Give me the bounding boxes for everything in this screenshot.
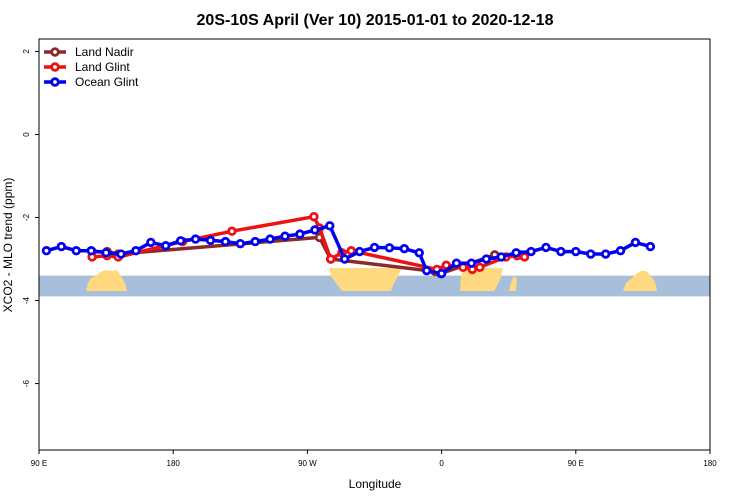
x-tick-label: 90 W — [298, 459, 317, 468]
chart-title: 20S-10S April (Ver 10) 2015-01-01 to 202… — [197, 12, 554, 29]
ocean-glint-point — [421, 265, 432, 276]
legend-item-ocean-glint: Ocean Glint — [44, 75, 139, 89]
ocean-glint-point — [41, 246, 52, 256]
ocean-glint-point — [280, 231, 290, 241]
x-axis-label: Longitude — [349, 477, 402, 491]
land-mass-5 — [623, 271, 657, 291]
land-mass-4 — [509, 276, 517, 291]
legend-label: Land Nadir — [75, 45, 134, 59]
series-ocean-glint — [41, 221, 656, 279]
ocean-glint-point — [451, 258, 462, 268]
ocean-glint-point — [310, 225, 320, 235]
ocean-glint-point — [146, 237, 156, 248]
ocean-glint-point — [436, 268, 447, 279]
land-glint-point — [227, 226, 237, 236]
ocean-glint-point — [466, 258, 477, 268]
land-glint-point — [475, 262, 485, 273]
ocean-glint-point — [556, 246, 566, 257]
ocean-glint-point — [116, 249, 126, 259]
ocean-glint-point — [339, 254, 350, 264]
ocean-glint-point — [71, 246, 81, 256]
ocean-glint-point — [101, 248, 111, 258]
ocean-glint-point — [399, 243, 410, 254]
land-glint-point — [325, 254, 336, 264]
ocean-glint-point — [354, 246, 365, 257]
ocean-glint-point — [630, 237, 641, 248]
ocean-glint-point — [384, 243, 395, 253]
legend-label: Land Glint — [75, 60, 130, 74]
land-glint-point — [519, 252, 530, 262]
x-axis: 90 E 180 90 W 0 90 E 180 — [31, 450, 717, 468]
legend-swatch-marker — [50, 62, 60, 72]
x-tick-label: 90 E — [568, 459, 584, 468]
ocean-glint-point — [86, 246, 96, 256]
y-tick-label: -2 — [22, 213, 31, 221]
ocean-glint-point — [295, 229, 305, 239]
x-tick-label: 180 — [703, 459, 717, 468]
land-mass-1 — [86, 270, 127, 291]
y-tick-label: 2 — [22, 49, 31, 54]
land-glint-point — [309, 211, 319, 222]
ocean-glint-point — [265, 234, 275, 244]
y-axis-label: XCO2 - MLO trend (ppm) — [1, 178, 15, 313]
ocean-glint-point — [131, 246, 141, 256]
ocean-glint-point — [541, 242, 551, 253]
ocean-glint-point — [325, 221, 335, 231]
ocean-glint-point — [369, 242, 380, 253]
x-tick-label: 180 — [167, 459, 181, 468]
ocean-glint-point — [414, 248, 424, 258]
ocean-glint-point — [600, 249, 611, 259]
y-tick-label: 0 — [22, 132, 31, 137]
series-layer — [41, 211, 656, 279]
legend-item-land-nadir: Land Nadir — [44, 45, 134, 59]
ocean-glint-point — [175, 236, 186, 246]
ocean-glint-point — [205, 235, 216, 246]
ocean-glint-point — [645, 241, 656, 252]
ocean-glint-point — [526, 246, 536, 257]
ocean-glint-point — [586, 249, 596, 259]
legend-swatch-marker — [50, 47, 60, 57]
ocean-glint-point — [161, 241, 171, 251]
ocean-glint-point — [571, 246, 581, 257]
land-mass-2 — [329, 268, 402, 291]
legend-item-land-glint: Land Glint — [44, 60, 130, 74]
ocean-glint-point — [496, 252, 506, 262]
ocean-glint-point — [56, 241, 67, 252]
ocean-glint-point — [250, 236, 260, 247]
legend-label: Ocean Glint — [75, 75, 139, 89]
y-tick-label: -4 — [22, 296, 31, 304]
ocean-glint-point — [511, 248, 521, 258]
ocean-glint-point — [220, 236, 231, 247]
ocean-glint-point — [615, 246, 626, 256]
plot-frame — [38, 38, 711, 451]
x-tick-label: 0 — [439, 459, 444, 468]
ocean-glint-point — [190, 234, 201, 244]
y-tick-label: -6 — [22, 379, 31, 387]
land-ocean-band — [39, 268, 710, 297]
ocean-glint-point — [481, 254, 492, 264]
legend-swatch-marker — [50, 77, 60, 87]
x-tick-label: 90 E — [31, 459, 47, 468]
y-axis: 2 0 -2 -4 -6 — [22, 49, 39, 387]
ocean-glint-point — [235, 238, 245, 249]
